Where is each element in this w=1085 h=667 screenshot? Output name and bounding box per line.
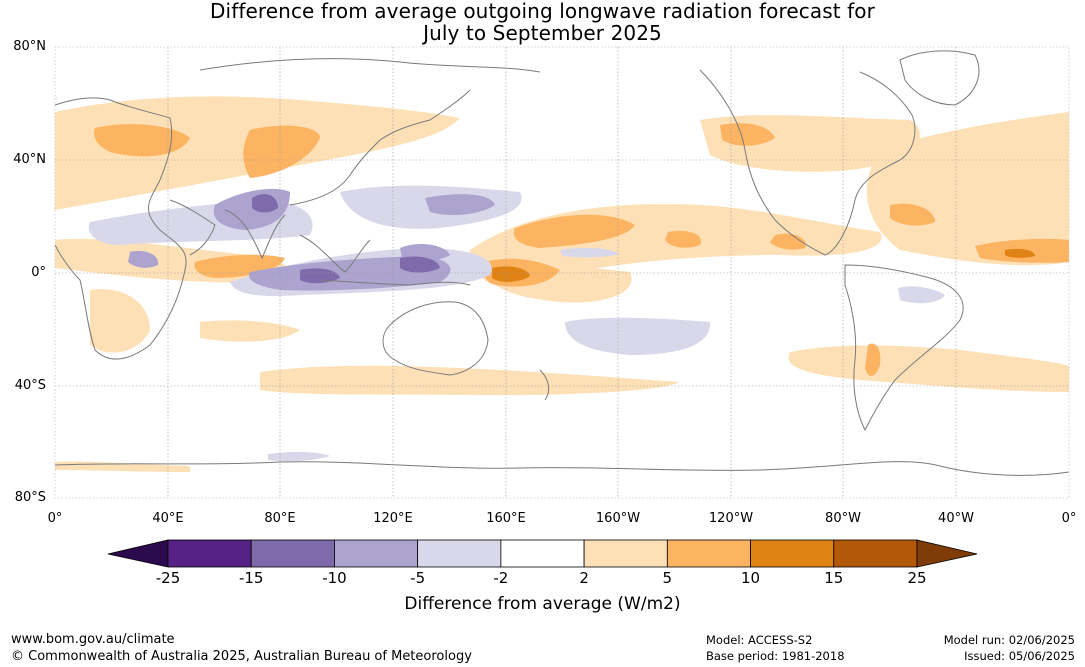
footer-left: www.bom.gov.au/climate © Commonwealth of… xyxy=(11,631,472,665)
anomaly-subtropical-pacific xyxy=(513,214,635,248)
colorbar-tick-label: 10 xyxy=(741,569,761,587)
anomaly-east-pacific-band xyxy=(560,247,620,258)
footer-model-info: Model: ACCESS-S2 Base period: 1981-2018 xyxy=(706,632,845,664)
title-line-1: Difference from average outgoing longwav… xyxy=(210,0,875,23)
footer-copyright: © Commonwealth of Australia 2025, Austra… xyxy=(11,649,472,664)
colorbar-bin xyxy=(167,539,252,568)
anomaly-arabian-sea xyxy=(128,250,159,268)
graticule xyxy=(55,47,1069,498)
colorbar-tick-label: -5 xyxy=(410,569,426,587)
coast-arabia xyxy=(169,199,216,256)
colorbar-bin xyxy=(250,539,335,568)
anomaly-sumatra xyxy=(300,268,340,284)
footer-dates: Model run: 02/06/2025 Issued: 05/06/2025 xyxy=(944,632,1075,664)
map-area xyxy=(55,47,1069,498)
anomaly-equatorial-pacific-core xyxy=(492,266,530,282)
coast-indonesia xyxy=(319,279,471,286)
colorbar-bins xyxy=(167,539,918,568)
colorbar-tick-label: 25 xyxy=(907,569,927,587)
coast-southeast-asia xyxy=(299,234,371,273)
anomaly-borneo xyxy=(400,256,440,273)
lon-label-40e: 40°E xyxy=(152,511,184,526)
footer-issued: Issued: 05/06/2025 xyxy=(964,649,1075,663)
footer-model: Model: ACCESS-S2 xyxy=(706,633,813,647)
anomaly-central-pacific-east xyxy=(665,230,701,248)
lon-label-160w: 160°W xyxy=(595,511,641,526)
lon-label-160e: 160°E xyxy=(486,511,526,526)
lat-label-80s: 80°S xyxy=(14,490,46,505)
anomaly-south-africa xyxy=(90,289,150,353)
colorbar-max-arrow xyxy=(916,539,978,568)
coast-east-asia xyxy=(289,89,471,206)
colorbar-tick-label: -25 xyxy=(155,569,181,587)
coast-south-america xyxy=(844,264,964,432)
coast-india xyxy=(224,209,286,260)
anomaly-central-asia xyxy=(93,124,190,157)
colorbar-tick-label: -10 xyxy=(322,569,347,587)
colorbar-tick-label: -15 xyxy=(238,569,264,587)
anomaly-north-atlantic xyxy=(866,112,1069,266)
lat-label-40n: 40°N xyxy=(13,152,46,167)
anomaly-bay-of-bengal xyxy=(252,194,278,213)
colorbar-bin xyxy=(666,539,751,568)
lon-label-120e: 120°E xyxy=(373,511,413,526)
lon-label-0-right: 0° xyxy=(1061,511,1077,526)
coast-africa-europe xyxy=(55,97,187,360)
anomaly-10-to-15 xyxy=(492,248,1035,282)
map-frame xyxy=(54,46,1070,499)
anomaly-arabia xyxy=(194,254,285,278)
anomaly-canada xyxy=(720,123,775,146)
coast-antarctica xyxy=(55,461,1069,476)
anomaly-atlantic-subtropics xyxy=(890,203,935,226)
colorbar-bin xyxy=(583,539,668,568)
lon-label-80e: 80°E xyxy=(264,511,296,526)
colorbar-label: Difference from average (W/m2) xyxy=(404,594,681,614)
coast-north-america xyxy=(699,69,916,256)
footer-base-period: Base period: 1981-2018 xyxy=(706,649,845,663)
colorbar-bin xyxy=(500,539,585,568)
colorbar-tick-label: -2 xyxy=(493,569,509,587)
anomaly-minus-10-to-minus-15 xyxy=(252,194,440,284)
colorbar-tick-label: 15 xyxy=(824,569,844,587)
anomaly-mongolia xyxy=(243,125,320,178)
anomaly-south-pacific xyxy=(565,317,711,355)
anomaly-mexico-pacific xyxy=(770,233,806,250)
lon-label-120w: 120°W xyxy=(708,511,754,526)
coast-greenland xyxy=(899,50,980,106)
anomaly-2-to-5 xyxy=(55,96,1069,472)
colorbar-bin xyxy=(833,539,918,568)
lon-label-0-left: 0° xyxy=(47,511,63,526)
lon-label-80w: 80°W xyxy=(825,511,861,526)
chart-title: Difference from average outgoing longwav… xyxy=(0,0,1085,44)
anomaly-south-indian xyxy=(200,320,300,342)
lon-label-40w: 40°W xyxy=(938,511,974,526)
colorbar-min-arrow xyxy=(107,539,169,568)
lat-label-equator: 0° xyxy=(31,265,46,280)
anomaly-southern-ocean xyxy=(260,365,680,396)
title-line-2: July to September 2025 xyxy=(423,21,662,45)
colorbar-bin xyxy=(417,539,502,568)
footer-model-run: Model run: 02/06/2025 xyxy=(943,633,1075,647)
coast-new-zealand xyxy=(539,369,550,401)
anomaly-amazon xyxy=(898,286,945,304)
anomaly-5-to-10 xyxy=(93,123,1069,376)
anomaly-south-america-south xyxy=(788,345,1069,392)
footer-url[interactable]: www.bom.gov.au/climate xyxy=(11,632,175,647)
lat-label-80n: 80°N xyxy=(13,39,46,54)
anomaly-antarctic-south xyxy=(268,451,330,462)
anomaly-atlantic-core xyxy=(1005,248,1035,258)
colorbar-tick-label: 5 xyxy=(662,569,673,587)
anomaly-patagonia xyxy=(865,343,881,376)
colorbar-bin xyxy=(750,539,835,568)
lat-label-40s: 40°S xyxy=(14,378,46,393)
coast-australia xyxy=(382,301,489,376)
colorbar-bin xyxy=(334,539,419,568)
anomaly-west-pacific-north xyxy=(425,194,495,216)
colorbar-tick-label: 2 xyxy=(579,569,589,587)
